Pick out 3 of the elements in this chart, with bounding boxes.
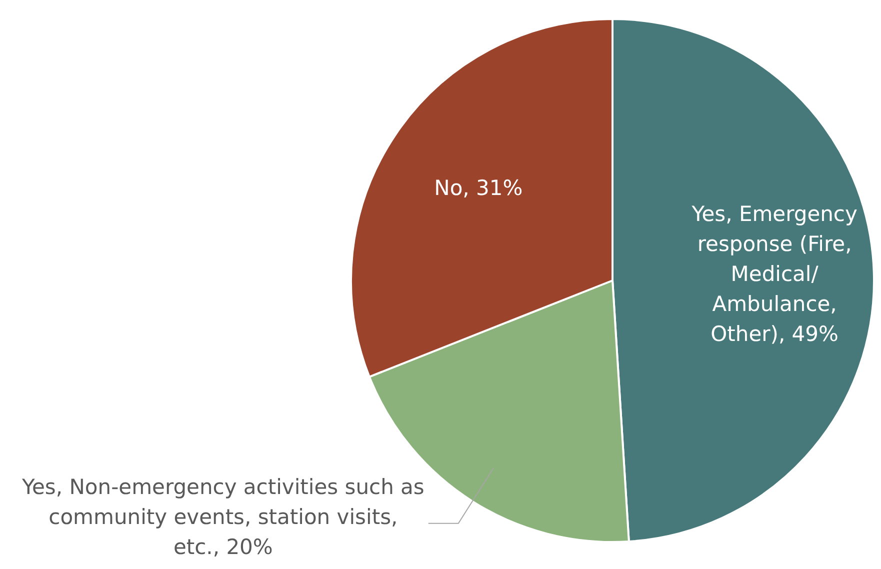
slice-label: Yes, Non-emergency activities such as community events, station visits, etc., 20% — [20, 474, 424, 559]
slice-label: Yes, Emergency response (Fire, Medical/Ambulance, Other), 49% — [690, 202, 858, 346]
slice-label: No, 31% — [434, 176, 523, 200]
